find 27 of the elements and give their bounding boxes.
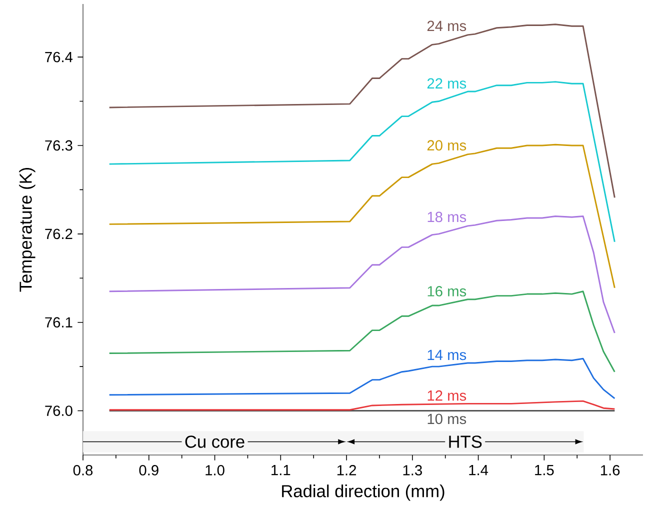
x-tick-label: 1.1 [272, 465, 290, 476]
series-label: 16 ms [428, 286, 466, 296]
series-label: 22 ms [427, 78, 466, 89]
x-tick-label: 1.3 [403, 465, 422, 476]
series-label: 12 ms [428, 390, 466, 401]
x-tick-label: 1.0 [206, 465, 224, 476]
x-tick-label: 0.8 [73, 465, 93, 476]
line-series [108, 400, 616, 411]
y-tick-label: 76.3 [45, 140, 72, 151]
x-axis-title: Radial direction (mm) [282, 484, 444, 501]
band-label: HTS [449, 436, 482, 448]
band-label: Cu core [185, 436, 244, 448]
series-label: 18 ms [428, 212, 466, 222]
x-tick-label: 0.9 [139, 465, 158, 476]
y-tick-label: 76.2 [45, 228, 72, 240]
x-tick-label: 1.5 [535, 465, 554, 476]
series-label: 10 ms [428, 414, 466, 424]
series-label: 24 ms [427, 20, 466, 32]
y-tick-label: 76.0 [45, 406, 72, 416]
x-tick-label: 1.2 [337, 465, 356, 476]
y-tick-label: 76.4 [45, 52, 73, 62]
x-tick-label: 1.4 [469, 465, 488, 476]
y-axis-title: Temperature (K) [19, 168, 36, 292]
y-tick-label: 76.1 [45, 317, 72, 328]
x-tick-label: 1.6 [600, 465, 620, 476]
series-label: 14 ms [428, 350, 466, 360]
series-label: 20 ms [427, 140, 466, 151]
